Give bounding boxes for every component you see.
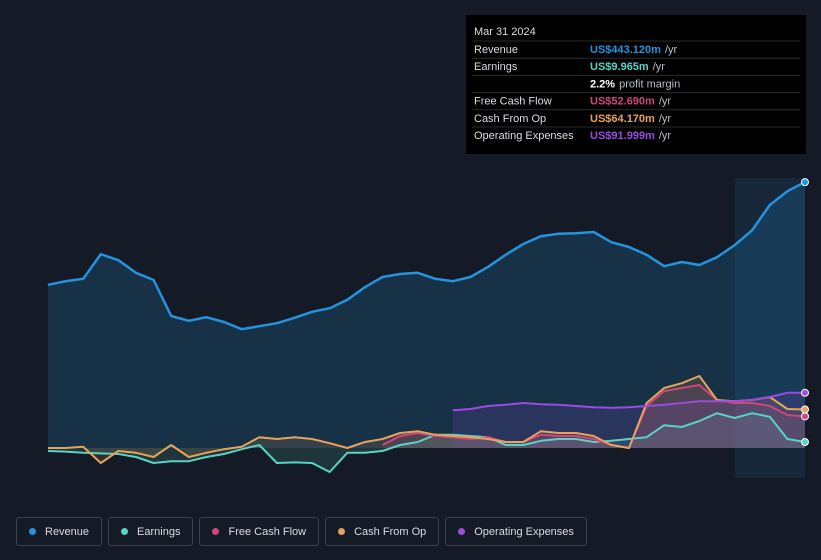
legend-item[interactable]: Earnings	[108, 517, 194, 546]
series-line	[452, 391, 805, 412]
tooltip-value-text: US$9.965m	[590, 61, 649, 73]
legend-label: Cash From Op	[354, 525, 427, 538]
tooltip-label: Earnings	[474, 61, 518, 73]
legend-item[interactable]: Cash From Op	[325, 517, 440, 546]
chart: Mar 31 2024 Revenue US$443.120m/yr Earnings…	[47, 15, 809, 478]
legend-swatch	[121, 528, 129, 535]
legend-item[interactable]: Free Cash Flow	[199, 517, 320, 546]
legend-item[interactable]: Operating Expenses	[445, 517, 587, 546]
series-line	[382, 384, 806, 449]
series-line	[47, 412, 806, 473]
legend-item[interactable]: Revenue	[16, 517, 103, 546]
legend-label: Free Cash Flow	[228, 525, 307, 538]
tooltip-unit: /yr	[659, 130, 672, 142]
tooltip-unit: /yr	[665, 44, 678, 56]
tooltip-value-text: US$52.690m	[590, 96, 655, 108]
tooltip-value-text: US$91.999m	[590, 130, 655, 142]
legend-swatch	[29, 528, 36, 535]
legend-swatch	[458, 528, 466, 535]
tooltip-date: Mar 31 2024	[474, 26, 536, 38]
series-area	[48, 376, 805, 463]
end-dot	[801, 178, 809, 187]
legend-label: Revenue	[45, 525, 90, 538]
tooltip-value-text: 2.2%	[590, 78, 615, 90]
tooltip-label: Revenue	[474, 44, 518, 56]
series-area	[48, 182, 805, 448]
tooltip-value: US$91.999m/yr	[590, 130, 671, 142]
legend-label: Earnings	[137, 525, 181, 538]
tooltip-unit: profit margin	[619, 78, 680, 90]
tooltip-value-text: US$64.170m	[590, 113, 655, 125]
legend-swatch	[212, 528, 220, 535]
end-dot	[801, 438, 809, 447]
tooltip-value: 2.2% profit margin	[590, 78, 680, 90]
series-area	[48, 413, 805, 472]
end-dot	[801, 388, 809, 397]
end-dot	[801, 405, 809, 414]
tooltip-value: US$64.170m/yr	[590, 113, 671, 125]
legend-label: Operating Expenses	[474, 525, 574, 538]
tooltip-label: Operating Expenses	[474, 130, 574, 142]
highlight-band	[735, 178, 805, 478]
tooltip-value: US$443.120m/yr	[590, 44, 678, 56]
tooltip-value: US$9.965m/yr	[590, 61, 665, 73]
tooltip-box	[466, 15, 806, 154]
series-line	[48, 375, 806, 464]
end-dot	[801, 412, 809, 421]
tooltip-label: Free Cash Flow	[474, 96, 552, 108]
tooltip-value-text: US$443.120m	[590, 44, 661, 56]
tooltip-unit: /yr	[653, 61, 666, 73]
series-line	[47, 180, 806, 331]
tooltip-unit: /yr	[659, 96, 672, 108]
tooltip-value: US$52.690m/yr	[590, 96, 671, 108]
tooltip-unit: /yr	[659, 113, 672, 125]
legend: Revenue Earnings Free Cash Flow Cash From O…	[16, 517, 587, 546]
tooltip-label: Cash From Op	[474, 113, 546, 125]
legend-swatch	[338, 528, 346, 535]
